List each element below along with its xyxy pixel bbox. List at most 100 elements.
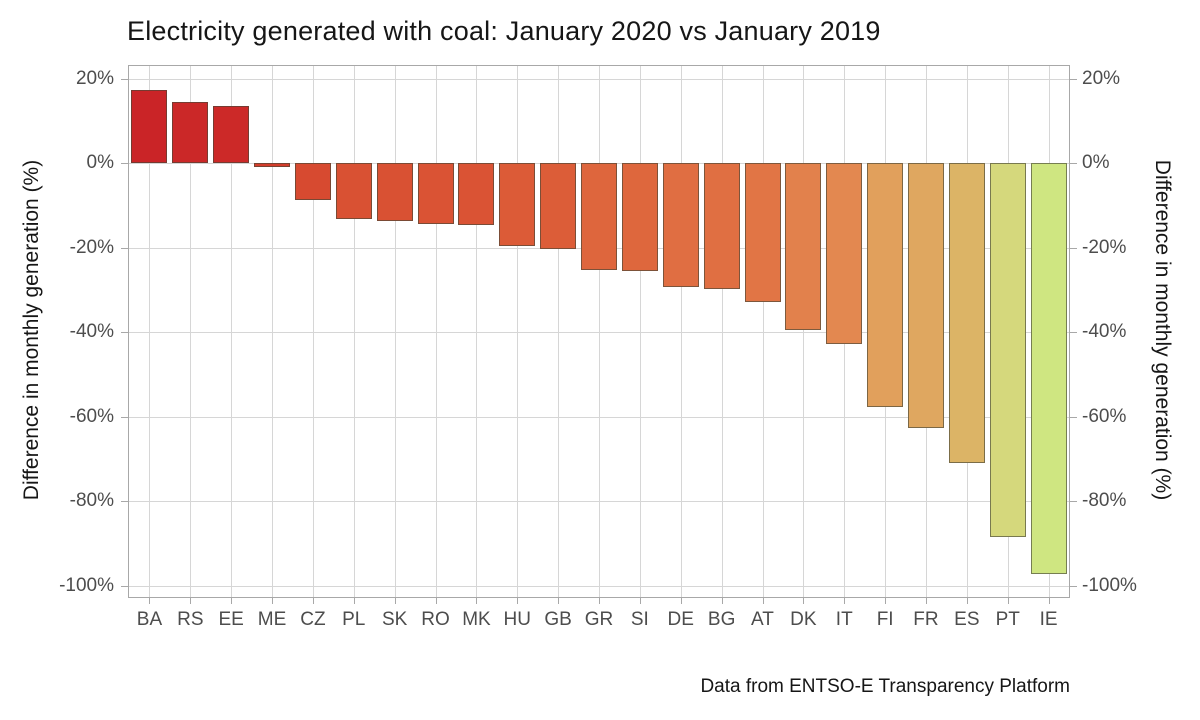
bar-ES <box>948 163 985 463</box>
x-tick <box>272 597 273 604</box>
gridline-vertical <box>517 66 519 597</box>
x-tick <box>926 597 927 604</box>
y-tick-right <box>1069 78 1077 80</box>
gridline-horizontal <box>129 585 1069 587</box>
x-tick-label-RO: RO <box>421 609 450 630</box>
gridline-horizontal <box>129 501 1069 503</box>
x-tick-label-BA: BA <box>136 609 163 630</box>
x-tick <box>558 597 560 604</box>
bar-DK <box>785 163 822 331</box>
y-tick-right <box>1069 332 1077 334</box>
bar-GR <box>581 163 617 270</box>
x-tick-label-CZ: CZ <box>300 609 326 630</box>
x-tick-label-ES: ES <box>954 609 980 630</box>
x-tick-label-FR: FR <box>913 609 939 630</box>
y-tick-left <box>121 332 129 334</box>
x-tick <box>476 597 478 604</box>
gridline-vertical <box>231 66 233 597</box>
x-tick-label-GR: GR <box>584 609 614 630</box>
y-tick-left <box>121 416 129 418</box>
bar-PT <box>989 163 1026 538</box>
x-tick <box>1048 597 1050 604</box>
y-tick-right <box>1069 247 1077 249</box>
plot-area: 20% 20% 0% 0% -20% -20% -40% -40% -60% -60% -80% -8… <box>59 65 1137 630</box>
gridline-vertical <box>599 66 600 597</box>
bar-RS <box>172 102 209 164</box>
y-tick-label-right: -20% <box>1082 236 1127 258</box>
x-tick-label-IT: IT <box>835 609 853 630</box>
gridline-vertical <box>149 66 151 597</box>
bar-MK <box>458 163 495 225</box>
bar-SI <box>621 163 658 272</box>
x-tick <box>721 597 723 604</box>
x-tick <box>231 597 233 604</box>
y-tick-label-right: -40% <box>1082 321 1127 343</box>
x-tick <box>599 597 600 604</box>
y-tick-left <box>121 78 129 80</box>
y-tick-label-left: -20% <box>69 236 114 258</box>
bar-EE <box>213 106 250 164</box>
y-tick-left <box>121 501 129 503</box>
y-tick-left <box>121 585 129 587</box>
bar-GB <box>540 163 577 250</box>
chart-title: Electricity generated with coal: January… <box>127 16 881 46</box>
x-tick <box>966 597 968 604</box>
x-tick-label-FI: FI <box>876 609 894 630</box>
y-tick-label-left: 20% <box>75 67 114 89</box>
x-tick <box>639 597 641 604</box>
x-tick-label-SK: SK <box>381 609 408 630</box>
bar-AT <box>744 163 781 303</box>
y-tick-label-right: -100% <box>1082 574 1137 596</box>
bar-BG <box>703 163 740 290</box>
x-tick <box>394 597 396 604</box>
x-tick <box>762 597 764 604</box>
x-tick-label-EE: EE <box>218 609 244 630</box>
gridline-vertical <box>803 66 805 597</box>
y-tick-right <box>1069 585 1077 587</box>
gridline-vertical <box>394 66 396 597</box>
x-tick <box>149 597 151 604</box>
x-tick-label-PL: PL <box>342 609 366 630</box>
x-tick <box>885 597 887 604</box>
gridline-vertical <box>312 66 314 597</box>
gridline-vertical <box>558 66 560 597</box>
x-tick-label-BG: BG <box>707 609 736 630</box>
x-tick-label-SI: SI <box>630 609 649 630</box>
gridline-horizontal <box>129 416 1069 418</box>
x-tick <box>844 597 846 604</box>
gridline-vertical <box>762 66 764 597</box>
bar-IT <box>826 163 863 345</box>
x-tick-label-DE: DE <box>667 609 694 630</box>
bar-RO <box>417 163 454 225</box>
bar-SK <box>376 163 413 221</box>
y-tick-label-left: -100% <box>59 574 114 596</box>
x-tick <box>680 597 682 604</box>
bar-CZ <box>294 163 331 201</box>
bar-FI <box>867 163 904 408</box>
x-tick <box>312 597 314 604</box>
y-tick-label-left: -60% <box>69 405 114 427</box>
x-tick <box>1007 597 1009 604</box>
x-tick-label-PT: PT <box>995 609 1020 630</box>
gridline-horizontal <box>129 332 1069 334</box>
y-tick-label-left: 0% <box>86 152 114 174</box>
y-tick-label-right: 0% <box>1082 152 1110 174</box>
y-tick-right <box>1069 163 1077 165</box>
y-tick-right <box>1069 501 1077 503</box>
x-tick-label-IE: IE <box>1039 609 1058 630</box>
bar-DE <box>662 163 699 287</box>
bar-IE <box>1030 163 1067 574</box>
bar-FR <box>908 163 944 428</box>
x-tick-label-AT: AT <box>751 609 774 630</box>
x-tick-label-GB: GB <box>544 609 572 630</box>
gridline-vertical <box>680 66 682 597</box>
gridline-vertical <box>476 66 478 597</box>
bar-HU <box>499 163 536 246</box>
y-tick-label-right: -60% <box>1082 405 1127 427</box>
y-tick-left <box>121 247 129 249</box>
x-tick-label-RS: RS <box>177 609 204 630</box>
gridline-vertical <box>639 66 641 597</box>
y-tick-left <box>121 163 129 165</box>
gridline-horizontal <box>129 78 1069 80</box>
